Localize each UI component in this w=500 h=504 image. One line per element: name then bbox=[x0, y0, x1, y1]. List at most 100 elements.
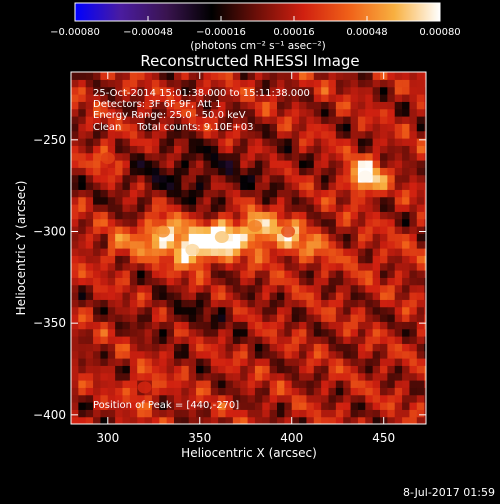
heatmap-cell bbox=[240, 211, 249, 220]
heatmap-cell bbox=[372, 152, 381, 161]
heatmap-cell bbox=[107, 130, 116, 139]
heatmap-cell bbox=[100, 321, 109, 330]
heatmap-cell bbox=[122, 262, 131, 271]
heatmap-cell bbox=[85, 270, 94, 278]
heatmap-cell bbox=[240, 409, 249, 418]
heatmap-cell bbox=[328, 409, 337, 418]
heatmap-cell bbox=[122, 160, 131, 168]
heatmap-cell bbox=[291, 409, 300, 418]
heatmap-cell bbox=[365, 196, 374, 205]
heatmap-cell bbox=[115, 167, 124, 176]
heatmap-cell bbox=[321, 101, 330, 110]
heatmap-cells bbox=[71, 72, 426, 424]
heatmap-cell bbox=[107, 387, 116, 396]
heatmap-cell bbox=[402, 387, 411, 396]
heatmap-cell bbox=[313, 358, 322, 366]
heatmap-cell bbox=[321, 152, 330, 161]
heatmap-cell bbox=[357, 402, 366, 410]
heatmap-cell bbox=[225, 416, 234, 424]
heatmap-cell bbox=[350, 86, 359, 95]
heatmap-cell bbox=[372, 350, 381, 359]
heatmap-cell bbox=[350, 409, 359, 418]
heatmap-cell bbox=[380, 321, 388, 330]
heatmap-cell bbox=[129, 328, 138, 337]
heatmap-cell bbox=[357, 328, 366, 337]
heatmap-cell bbox=[100, 218, 109, 227]
heatmap-cell bbox=[181, 277, 190, 286]
heatmap-cell bbox=[321, 409, 330, 418]
heatmap-cell bbox=[218, 336, 227, 344]
heatmap-cell bbox=[365, 255, 374, 264]
heatmap-cell bbox=[203, 402, 212, 410]
heatmap-cell bbox=[71, 284, 79, 293]
heatmap-cell bbox=[350, 138, 359, 146]
heatmap-cell bbox=[277, 138, 285, 146]
heatmap-cell bbox=[129, 116, 138, 124]
heatmap-cell bbox=[291, 343, 300, 352]
heatmap-cell bbox=[254, 350, 263, 359]
heatmap-cell bbox=[357, 145, 366, 154]
heatmap-cell bbox=[144, 409, 153, 418]
heatmap-cell bbox=[188, 372, 197, 381]
heatmap-cell bbox=[306, 372, 315, 381]
heatmap-cell bbox=[137, 277, 146, 286]
heatmap-cell bbox=[85, 72, 94, 80]
heatmap-cell bbox=[151, 101, 160, 110]
heatmap-cell bbox=[115, 380, 124, 388]
heatmap-cell bbox=[107, 402, 116, 410]
heatmap-cell bbox=[365, 211, 374, 220]
heatmap-cell bbox=[232, 409, 241, 418]
heatmap-cell bbox=[232, 189, 241, 198]
heatmap-cell bbox=[151, 292, 160, 300]
heatmap-cell bbox=[321, 380, 330, 388]
heatmap-cell bbox=[277, 196, 285, 205]
source-peaks bbox=[100, 152, 373, 394]
heatmap-cell bbox=[269, 416, 278, 424]
heatmap-cell bbox=[159, 328, 168, 337]
heatmap-cell bbox=[350, 284, 359, 293]
heatmap-cell bbox=[232, 72, 241, 80]
heatmap-cell bbox=[78, 277, 87, 286]
heatmap-cell bbox=[424, 328, 426, 337]
heatmap-cell bbox=[394, 336, 403, 344]
heatmap-cell bbox=[166, 189, 175, 198]
heatmap-cell bbox=[394, 299, 403, 308]
heatmap-cell bbox=[269, 277, 278, 286]
heatmap-cell bbox=[174, 277, 182, 286]
heatmap-cell bbox=[380, 255, 388, 264]
heatmap-cell bbox=[144, 72, 153, 80]
heatmap-cell bbox=[188, 160, 197, 168]
heatmap-cell bbox=[196, 94, 205, 102]
heatmap-cell bbox=[71, 145, 79, 154]
heatmap-cell bbox=[409, 402, 418, 410]
heatmap-cell bbox=[85, 416, 94, 424]
heatmap-cell bbox=[188, 336, 197, 344]
heatmap-cell bbox=[269, 306, 278, 315]
heatmap-cell bbox=[188, 79, 197, 88]
heatmap-cell bbox=[107, 218, 116, 227]
heatmap-cell bbox=[188, 145, 197, 154]
heatmap-cell bbox=[225, 314, 234, 322]
heatmap-cell bbox=[85, 292, 94, 300]
heatmap-cell bbox=[357, 336, 366, 344]
heatmap-cell bbox=[137, 94, 146, 102]
heatmap-cell bbox=[122, 145, 131, 154]
heatmap-cell bbox=[306, 387, 315, 396]
heatmap-cell bbox=[380, 160, 388, 168]
heatmap-cell bbox=[328, 336, 337, 344]
heatmap-cell bbox=[277, 174, 285, 183]
heatmap-cell bbox=[387, 233, 396, 242]
heatmap-cell bbox=[335, 233, 344, 242]
heatmap-cell bbox=[85, 167, 94, 176]
heatmap-cell bbox=[247, 380, 256, 388]
heatmap-cell bbox=[129, 130, 138, 139]
heatmap-cell bbox=[394, 204, 403, 212]
heatmap-cell bbox=[277, 262, 285, 271]
heatmap-cell bbox=[78, 160, 87, 168]
heatmap-cell bbox=[335, 72, 344, 80]
heatmap-cell bbox=[313, 130, 322, 139]
heatmap-cell bbox=[174, 204, 182, 212]
heatmap-cell bbox=[203, 189, 212, 198]
heatmap-cell bbox=[151, 314, 160, 322]
heatmap-cell bbox=[100, 365, 109, 374]
